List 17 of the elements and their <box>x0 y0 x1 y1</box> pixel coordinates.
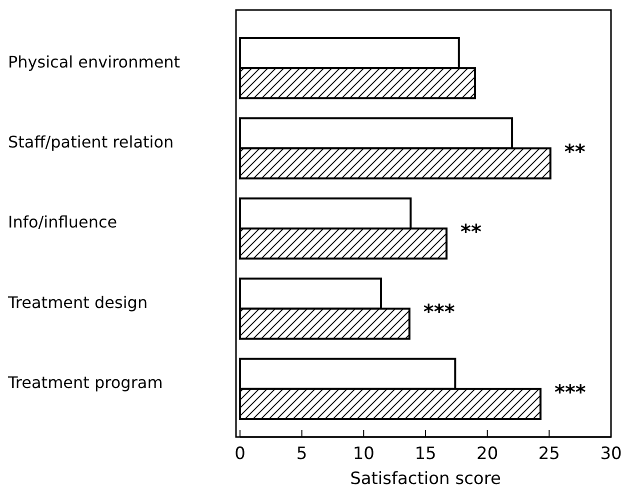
x-tick-label: 20 <box>476 444 498 464</box>
x-axis-title: Satisfaction score <box>350 469 501 488</box>
annotation: ** <box>564 139 586 164</box>
x-tick-label: 25 <box>538 444 560 464</box>
annotation: *** <box>423 300 456 324</box>
y-tick-label: Treatment design <box>7 292 148 312</box>
x-tick-label: 30 <box>600 444 622 464</box>
x-tick-label: 0 <box>234 444 246 464</box>
x-tick-label: 10 <box>352 444 374 464</box>
y-tick-label: Treatment program <box>7 373 163 392</box>
annotation: *** <box>554 380 586 404</box>
x-tick-label: 5 <box>296 444 308 464</box>
y-tick-label: Physical environment <box>8 52 180 72</box>
y-tick-label: Info/influence <box>8 212 118 232</box>
annotation: ** <box>460 220 482 244</box>
x-tick-label: 15 <box>414 444 436 464</box>
y-tick-label: Staff/patient relation <box>8 132 174 152</box>
